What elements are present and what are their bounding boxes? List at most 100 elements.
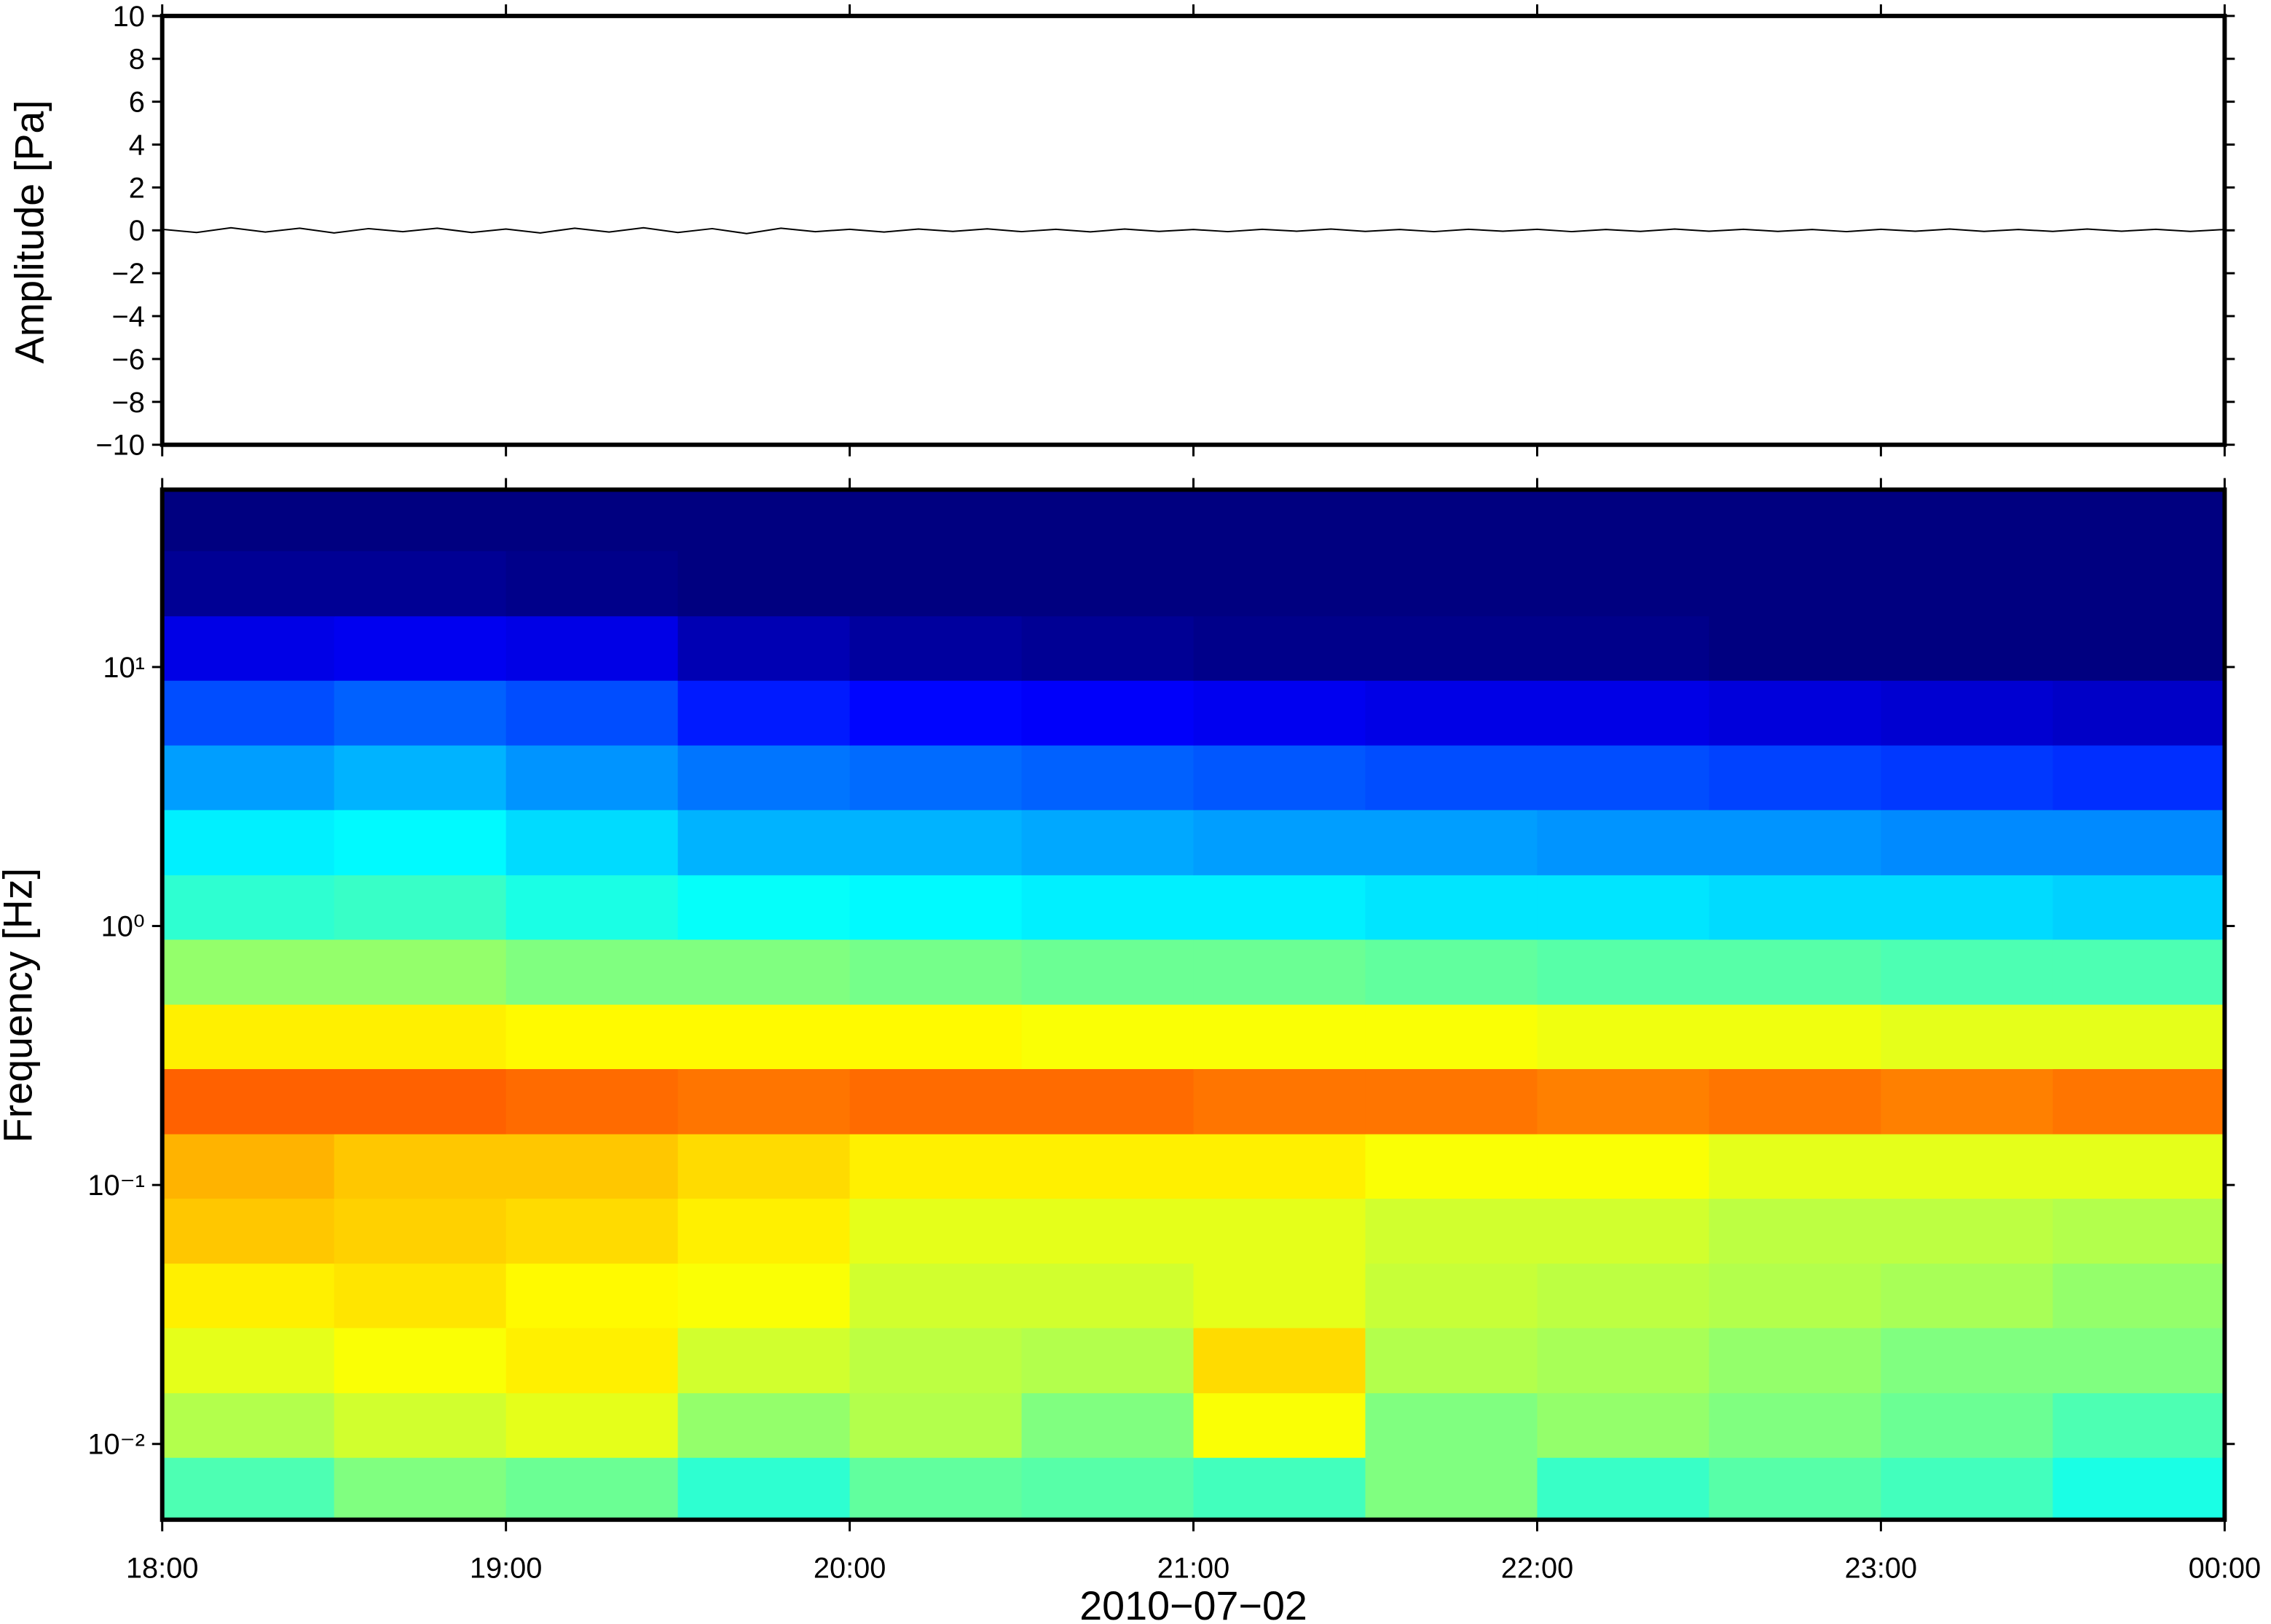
heatmap-cell — [334, 939, 507, 1005]
heatmap-cell — [1193, 1068, 1366, 1135]
heatmap-cell — [677, 1392, 851, 1458]
heatmap-cell — [1193, 1133, 1366, 1199]
heatmap-cell — [1537, 874, 1710, 940]
heatmap-cell — [1537, 489, 1710, 551]
heatmap-cell — [162, 615, 335, 681]
heatmap-cell — [1709, 744, 1882, 811]
heatmap-cell — [2052, 550, 2226, 617]
heatmap-cell — [849, 939, 1023, 1005]
heatmap-cell — [1365, 744, 1538, 811]
heatmap-cell — [1365, 1327, 1538, 1394]
heatmap-cell — [1021, 1457, 1194, 1521]
heatmap-cell — [1365, 1004, 1538, 1070]
heatmap-cell — [1193, 550, 1366, 617]
heatmap-cell — [162, 489, 335, 551]
heatmap-cell — [1881, 1457, 2054, 1521]
heatmap-cell — [162, 679, 335, 746]
heatmap-cell — [1537, 744, 1710, 811]
heatmap-cell — [1881, 939, 2054, 1005]
heatmap-cell — [162, 1133, 335, 1199]
x-tick-label: 00:00 — [2189, 1552, 2261, 1584]
x-tick-label: 21:00 — [1157, 1552, 1229, 1584]
heatmap-cell — [334, 1392, 507, 1458]
heatmap-cell — [505, 1327, 679, 1394]
heatmap-cell — [1365, 1197, 1538, 1264]
heatmap-cell — [162, 809, 335, 875]
heatmap-cell — [1709, 489, 1882, 551]
heatmap-cell — [849, 1197, 1023, 1264]
heatmap-cell — [1021, 1068, 1194, 1135]
heatmap-cell — [1709, 1263, 1882, 1328]
heatmap-cell — [677, 744, 851, 811]
y-tick-label: −8 — [112, 387, 145, 419]
y-tick-label: 2 — [129, 172, 145, 204]
heatmap-cell — [162, 1004, 335, 1070]
heatmap-cell — [162, 1327, 335, 1394]
heatmap-cell — [1193, 1327, 1366, 1394]
plot-frame — [160, 13, 2227, 447]
heatmap-cell — [505, 550, 679, 617]
heatmap-cell — [1537, 1197, 1710, 1264]
heatmap-cell — [1193, 744, 1366, 811]
heatmap-cell — [677, 1197, 851, 1264]
heatmap-cell — [162, 1392, 335, 1458]
heatmap-cell — [1537, 550, 1710, 617]
heatmap-cell — [1193, 1392, 1366, 1458]
heatmap-cell — [1537, 1327, 1710, 1394]
heatmap-cell — [1021, 1327, 1194, 1394]
heatmap-cell — [1881, 1133, 2054, 1199]
heatmap-cell — [1021, 489, 1194, 551]
heatmap-cell — [2052, 874, 2226, 940]
heatmap-cell — [2052, 679, 2226, 746]
heatmap-cell — [162, 1197, 335, 1264]
heatmap-cell — [1021, 939, 1194, 1005]
heatmap-cell — [849, 1068, 1023, 1135]
y-tick-label: 8 — [129, 44, 145, 76]
heatmap-cell — [2052, 1457, 2226, 1521]
heatmap-cell — [1537, 1004, 1710, 1070]
heatmap-cell — [1881, 1327, 2054, 1394]
heatmap-cell — [334, 1457, 507, 1521]
heatmap-cell — [849, 809, 1023, 875]
y-tick-label: 10⁻² — [87, 1429, 144, 1461]
y-tick-label: 4 — [129, 129, 145, 161]
heatmap-cell — [849, 550, 1023, 617]
heatmap-cell — [1709, 550, 1882, 617]
heatmap-cell — [1021, 874, 1194, 940]
x-axis-label: 2010−07−02 — [1079, 1583, 1307, 1624]
heatmap-cell — [1193, 1263, 1366, 1328]
heatmap-cell — [505, 1068, 679, 1135]
heatmap-cell — [1537, 1133, 1710, 1199]
heatmap-cell — [677, 1263, 851, 1328]
y-tick-label: −4 — [112, 301, 145, 333]
heatmap-cell — [1365, 1133, 1538, 1199]
heatmap-cell — [1021, 744, 1194, 811]
y-tick-label: 10⁰ — [101, 910, 145, 942]
heatmap-cell — [1193, 1197, 1366, 1264]
heatmap-cell — [505, 874, 679, 940]
heatmap-cell — [505, 489, 679, 551]
heatmap-cell — [2052, 489, 2226, 551]
heatmap-cell — [1021, 1197, 1194, 1264]
heatmap-cell — [334, 615, 507, 681]
heatmap-cell — [677, 939, 851, 1005]
heatmap-cell — [505, 1133, 679, 1199]
y-tick-label: 10 — [113, 1, 145, 33]
heatmap-cell — [1709, 1133, 1882, 1199]
heatmap-cell — [2052, 939, 2226, 1005]
heatmap-cell — [334, 550, 507, 617]
heatmap-cell — [1365, 939, 1538, 1005]
heatmap-cell — [849, 874, 1023, 940]
heatmap-cell — [1193, 809, 1366, 875]
heatmap-cell — [1365, 809, 1538, 875]
y-tick-label: 10¹ — [103, 652, 144, 684]
heatmap-cell — [162, 874, 335, 940]
heatmap-cell — [505, 1392, 679, 1458]
heatmap-cell — [849, 1457, 1023, 1521]
heatmap-cell — [1537, 615, 1710, 681]
heatmap-cell — [677, 1327, 851, 1394]
heatmap-cell — [1365, 1457, 1538, 1521]
heatmap-cell — [1365, 489, 1538, 551]
